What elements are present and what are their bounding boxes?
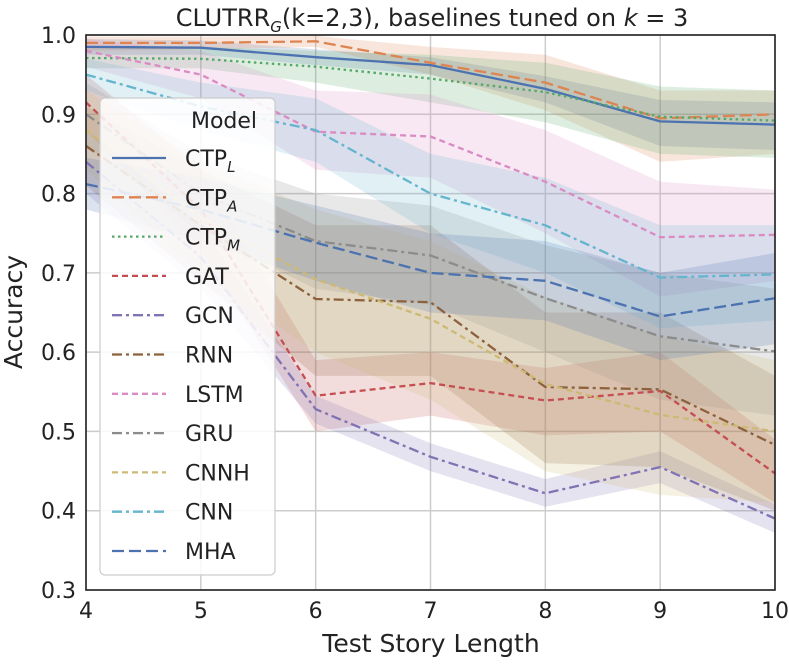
line-gat <box>85 101 776 475</box>
y-tick-label: 0.5 <box>41 420 76 445</box>
legend-label-mha: MHA <box>185 540 236 565</box>
legend-label-gru: GRU <box>185 422 233 447</box>
title-middle: (k=2,3), baselines tuned on <box>282 4 624 32</box>
chart-title: CLUTRRG(k=2,3), baselines tuned on k = 3 <box>176 4 689 36</box>
y-tick-labels: 0.3 0.4 0.5 0.6 0.7 0.8 0.9 1.0 <box>41 24 76 604</box>
band-gcn <box>86 130 775 533</box>
y-tick-label: 1.0 <box>41 24 76 49</box>
line-lstm <box>85 49 776 239</box>
x-tick-labels: 4 5 6 7 8 9 10 <box>79 599 789 624</box>
x-tick-label: 10 <box>761 599 789 624</box>
band-ctp-a <box>86 35 775 162</box>
band-gru <box>86 82 775 416</box>
legend-label-cnnh: CNNH <box>185 461 250 486</box>
legend: Model CTPL CTPA CTPM GAT GCN RNN LSTM GRU CNNH CNN… <box>99 97 276 576</box>
y-tick-label: 0.4 <box>41 500 76 525</box>
x-tick-label: 5 <box>194 599 208 624</box>
legend-label-lstm: LSTM <box>185 383 244 408</box>
x-tick-label: 7 <box>424 599 438 624</box>
legend-label-rnn: RNN <box>185 344 233 369</box>
legend-label-ctp-l: CTPL <box>185 147 235 176</box>
title-variable: k <box>624 4 639 32</box>
band-ctp-m <box>86 46 775 158</box>
x-tick-label: 8 <box>538 599 552 624</box>
y-axis-title: Accuracy <box>0 255 28 369</box>
band-ctp-l <box>86 39 775 150</box>
title-prefix: CLUTRR <box>176 4 271 32</box>
legend-label-cnn: CNN <box>185 501 233 526</box>
x-axis-title: Test Story Length <box>321 629 539 658</box>
y-tick-label: 0.3 <box>41 579 76 604</box>
x-tick-label: 4 <box>79 599 93 624</box>
x-tick-label: 6 <box>309 599 323 624</box>
legend-box <box>99 97 276 576</box>
legend-title: Model <box>191 109 257 134</box>
y-tick-label: 0.6 <box>41 341 76 366</box>
y-tick-label: 0.9 <box>41 103 76 128</box>
line-ctp-l <box>85 45 776 126</box>
legend-label-gcn: GCN <box>185 304 234 329</box>
x-tick-label: 9 <box>653 599 667 624</box>
plot-frame <box>85 34 776 591</box>
legend-label-gat: GAT <box>185 265 229 290</box>
legend-label-ctp-m: CTPM <box>185 226 240 255</box>
axes-border <box>85 34 776 591</box>
y-tick-label: 0.7 <box>41 262 76 287</box>
legend-label-ctp-a: CTPA <box>185 186 237 215</box>
title-suffix: = 3 <box>638 4 689 32</box>
line-ctp-a <box>86 40 776 120</box>
line-gru <box>85 113 776 353</box>
y-tick-label: 0.8 <box>41 183 76 208</box>
title-subscript: G <box>270 18 282 36</box>
line-ctp-m <box>85 56 776 122</box>
